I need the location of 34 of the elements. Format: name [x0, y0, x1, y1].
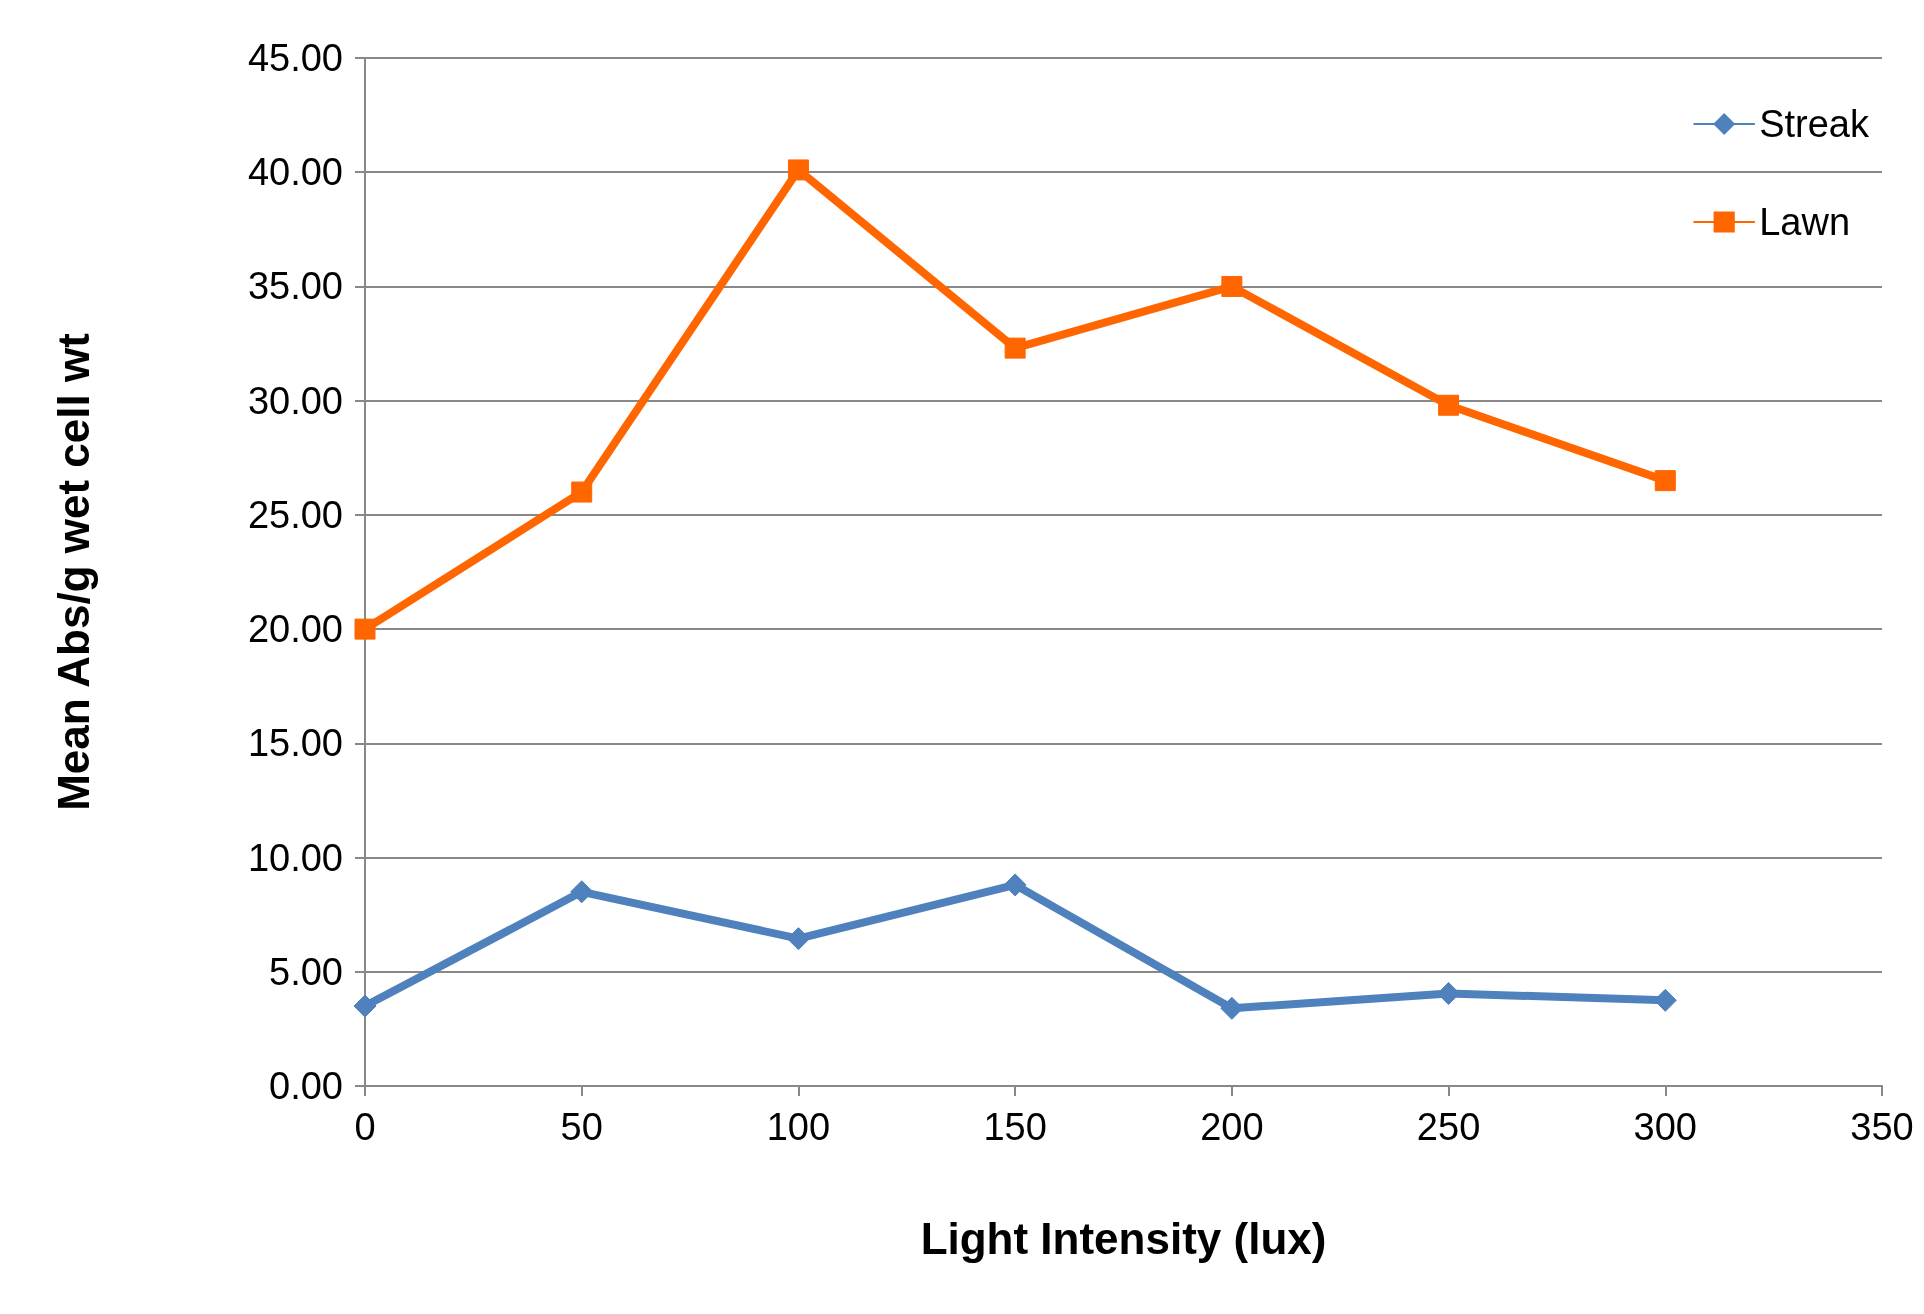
y-tick-label: 30.00: [247, 379, 343, 422]
y-tick-label: 0.00: [269, 1065, 343, 1107]
x-tick-label: 150: [983, 1106, 1047, 1148]
point: [1003, 873, 1027, 897]
x-tick-label: 0: [354, 1106, 376, 1148]
point: [786, 927, 810, 951]
point: [571, 481, 593, 503]
y-axis-title: Mean Abs/g wet cell wt: [48, 332, 98, 811]
y-tick-label: 40.00: [247, 151, 343, 194]
x-tick-label: 300: [1633, 1106, 1697, 1148]
x-tick-label: 100: [766, 1106, 831, 1148]
y-tick-label: 10.00: [247, 836, 343, 879]
point: [1220, 996, 1244, 1020]
point: [1438, 394, 1460, 416]
y-tick-label: 5.00: [269, 950, 343, 993]
point: [1221, 275, 1243, 297]
y-tick-label: 45.00: [247, 37, 343, 79]
y-tick-label: 20.00: [247, 608, 343, 651]
y-tick-label: 15.00: [247, 722, 343, 765]
x-tick-label: 350: [1850, 1106, 1914, 1148]
point: [1004, 337, 1026, 359]
point: [353, 994, 377, 1018]
point: [570, 880, 594, 904]
legend-label: Streak: [1759, 103, 1870, 145]
point: [354, 618, 376, 640]
x-tick-label: 250: [1416, 1106, 1481, 1148]
legend-label: Lawn: [1759, 201, 1851, 243]
y-tick-label: 25.00: [247, 493, 343, 536]
x-tick-label: 50: [560, 1106, 603, 1148]
x-tick-label: 200: [1200, 1106, 1264, 1148]
point: [1654, 470, 1676, 492]
point: [787, 159, 809, 181]
y-tick-label: 35.00: [247, 265, 343, 308]
x-axis-title: Light Intensity (lux): [920, 1213, 1327, 1263]
